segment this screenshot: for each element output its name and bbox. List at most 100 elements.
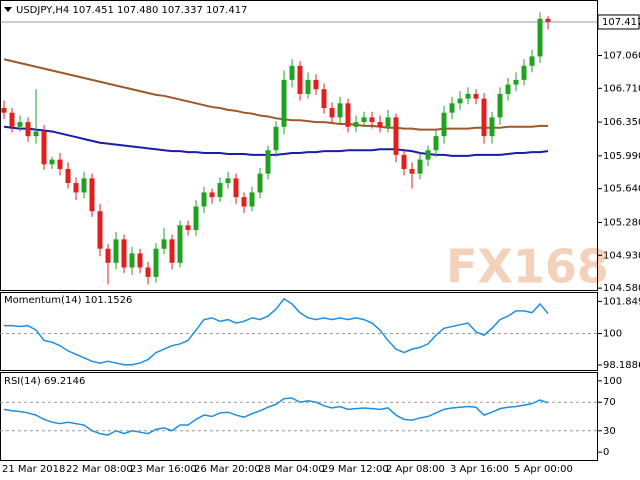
candle-body (129, 253, 135, 268)
candle-body (89, 178, 95, 212)
candle-body (57, 159, 63, 169)
candle-body (249, 192, 255, 207)
y-tick-label: 107.060 (603, 50, 640, 61)
candle-body (489, 117, 495, 137)
candle-body (241, 197, 247, 207)
candle-body (265, 150, 271, 174)
indicator-line (4, 297, 549, 366)
main-panel-frame (0, 0, 598, 291)
candle-body (41, 131, 47, 165)
candle-body (393, 117, 399, 155)
candle-body (505, 84, 511, 94)
x-tick-label: 21 Mar 2018 (2, 464, 65, 475)
candle-body (113, 239, 119, 263)
y-tick-label: 105.640 (603, 184, 640, 195)
watermark: FX168 (446, 240, 609, 294)
candle-body (385, 117, 391, 127)
candle-body (169, 239, 175, 263)
candle-body (537, 18, 543, 57)
candle-body (297, 65, 303, 94)
candle-body (121, 239, 127, 268)
last-price-tag (597, 14, 640, 30)
candle-body (409, 168, 415, 174)
candle-body (369, 117, 375, 123)
rsi-panel-frame (0, 372, 598, 461)
candle-body (65, 168, 71, 184)
x-tick-label: 23 Mar 16:00 (130, 464, 197, 475)
candle-body (457, 98, 463, 104)
candle-body (9, 112, 15, 127)
y-tick-label: 0 (603, 447, 609, 458)
candle-body (81, 178, 87, 193)
candle-body (353, 122, 359, 127)
candle-body (73, 183, 79, 193)
candle-body (401, 154, 407, 169)
candle-body (97, 211, 103, 249)
candle-body (425, 150, 431, 160)
candle-body (193, 206, 199, 230)
candle-body (289, 65, 295, 80)
candle-body (313, 79, 319, 90)
y-tick-label: 98.1886 (603, 360, 640, 371)
y-tick-label: 70 (603, 397, 616, 408)
candle-body (185, 225, 191, 230)
candle-body (209, 192, 215, 198)
x-tick-label: 5 Apr 00:00 (514, 464, 573, 475)
rsi-title: RSI(14) 69.2146 (4, 376, 85, 387)
candle-body (137, 253, 143, 268)
candle-body (497, 93, 503, 118)
y-tick-label: 104.930 (603, 250, 640, 261)
candle-body (513, 79, 519, 85)
candle-body (345, 103, 351, 127)
candle-body (521, 65, 527, 80)
candle-body (473, 93, 479, 99)
candle-body (481, 98, 487, 137)
candle-body (161, 239, 167, 249)
candle-body (361, 117, 367, 123)
momentum-panel-frame (0, 292, 598, 371)
collapse-icon[interactable] (4, 7, 12, 12)
candle-body (105, 248, 111, 263)
y-tick-label: 100 (603, 328, 622, 339)
candle-body (17, 122, 23, 127)
x-tick-label: 2 Apr 08:00 (386, 464, 445, 475)
y-tick-label: 106.710 (603, 83, 640, 94)
candle-body (177, 225, 183, 263)
candle-body (449, 103, 455, 113)
candle-body (225, 178, 231, 184)
candle-body (1, 108, 7, 113)
candle-body (233, 178, 239, 198)
y-tick-label: 100 (603, 376, 622, 387)
main-title: USDJPY,H4 107.451 107.480 107.337 107.41… (16, 5, 247, 16)
x-tick-label: 29 Mar 12:00 (322, 464, 389, 475)
candle-body (441, 112, 447, 137)
y-tick-label: 101.8494 (603, 296, 640, 307)
candle-body (25, 122, 31, 137)
candle-body (377, 122, 383, 127)
moving-average (3, 58, 548, 131)
candle-body (465, 93, 471, 99)
last-price-label: 107.417 (602, 17, 640, 28)
candle-body (273, 126, 279, 151)
candle-body (337, 103, 343, 118)
candle-body (257, 173, 263, 193)
x-tick-label: 26 Mar 20:00 (194, 464, 261, 475)
y-tick-label: 30 (603, 426, 616, 437)
y-tick-label: 105.990 (603, 151, 640, 162)
candle-body (153, 248, 159, 277)
candle-body (281, 79, 287, 127)
y-tick-label: 106.350 (603, 117, 640, 128)
candle-body (33, 131, 39, 137)
momentum-title: Momentum(14) 101.1526 (4, 295, 132, 306)
x-tick-label: 22 Mar 08:00 (66, 464, 133, 475)
y-tick-label: 105.280 (603, 217, 640, 228)
candle-body (545, 18, 551, 22)
x-tick-label: 28 Mar 04:00 (258, 464, 325, 475)
candle-body (329, 108, 335, 118)
candle-body (49, 159, 55, 165)
candle-body (417, 159, 423, 174)
indicator-line (3, 397, 549, 436)
candle-body (201, 192, 207, 207)
